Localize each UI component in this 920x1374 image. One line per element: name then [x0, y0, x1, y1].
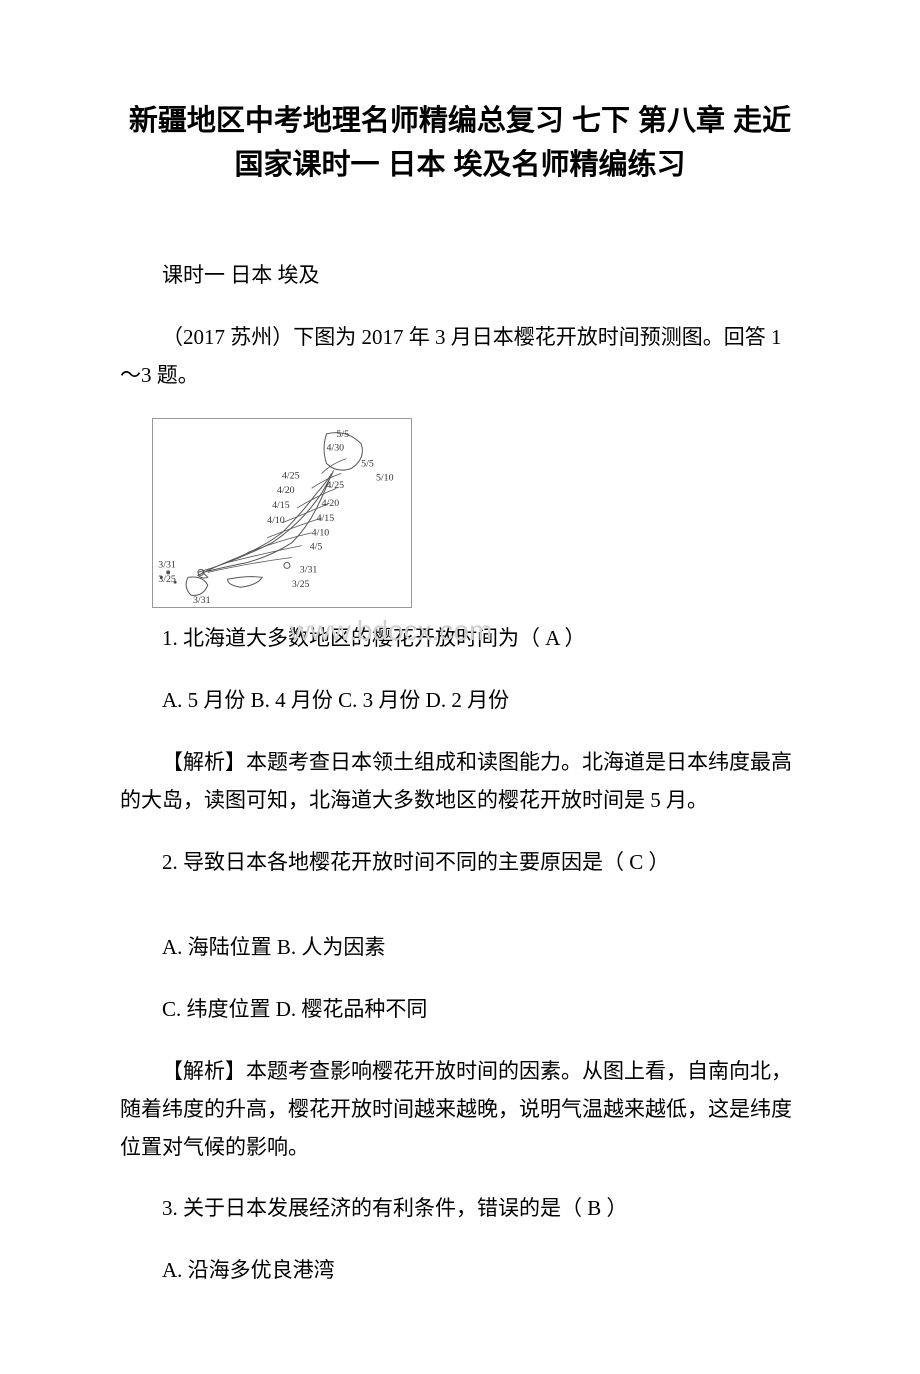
- doc-title: 新疆地区中考地理名师精编总复习 七下 第八章 走近国家课时一 日本 埃及名师精编…: [120, 100, 800, 187]
- q1-explanation: 【解析】本题考查日本领土组成和读图能力。北海道是日本纬度最高的大岛，读图可知，北…: [120, 744, 800, 820]
- q1-question: 1. 北海道大多数地区的樱花开放时间为（ A ）: [120, 620, 800, 658]
- q3-question: 3. 关于日本发展经济的有利条件，错误的是（ B ）: [120, 1190, 800, 1228]
- q1-options: A. 5 月份 B. 4 月份 C. 3 月份 D. 2 月份: [120, 682, 800, 720]
- svg-text:4/10: 4/10: [312, 528, 330, 539]
- svg-text:3/31: 3/31: [300, 565, 318, 576]
- svg-text:4/20: 4/20: [322, 498, 340, 509]
- intro-text: （2017 苏州）下图为 2017 年 3 月日本樱花开放时间预测图。回答 1～…: [120, 319, 800, 395]
- q3-option-a: A. 沿海多优良港湾: [120, 1252, 800, 1290]
- svg-text:4/25: 4/25: [282, 471, 300, 482]
- svg-text:4/30: 4/30: [327, 443, 345, 454]
- svg-text:5/5: 5/5: [336, 429, 349, 440]
- svg-text:5/10: 5/10: [376, 473, 394, 484]
- section-header: 课时一 日本 埃及: [120, 257, 800, 295]
- svg-text:4/15: 4/15: [272, 500, 290, 511]
- q2-options-line1: A. 海陆位置 B. 人为因素: [120, 929, 800, 967]
- svg-text:5/5: 5/5: [361, 459, 374, 470]
- svg-text:4/10: 4/10: [267, 515, 285, 526]
- q2-question: 2. 导致日本各地樱花开放时间不同的主要原因是（ C ）: [120, 844, 800, 882]
- svg-text:3/25: 3/25: [292, 580, 310, 591]
- svg-text:3/31: 3/31: [158, 560, 176, 571]
- map-svg: 5/5 4/30 5/5 5/10 4/25 4/25 4/20 4/20 4/…: [153, 419, 411, 607]
- svg-text:4/20: 4/20: [277, 486, 295, 497]
- q2-explanation: 【解析】本题考查影响樱花开放时间的因素。从图上看，自南向北，随着纬度的升高，樱花…: [120, 1053, 800, 1166]
- svg-text:4/15: 4/15: [317, 513, 335, 524]
- japan-map: 5/5 4/30 5/5 5/10 4/25 4/25 4/20 4/20 4/…: [152, 418, 412, 608]
- svg-text:3/25: 3/25: [158, 575, 176, 586]
- svg-text:4/25: 4/25: [327, 481, 345, 492]
- svg-text:3/31: 3/31: [193, 595, 211, 606]
- q2-options-line2: C. 纬度位置 D. 樱花品种不同: [120, 991, 800, 1029]
- svg-text:4/5: 4/5: [310, 542, 323, 553]
